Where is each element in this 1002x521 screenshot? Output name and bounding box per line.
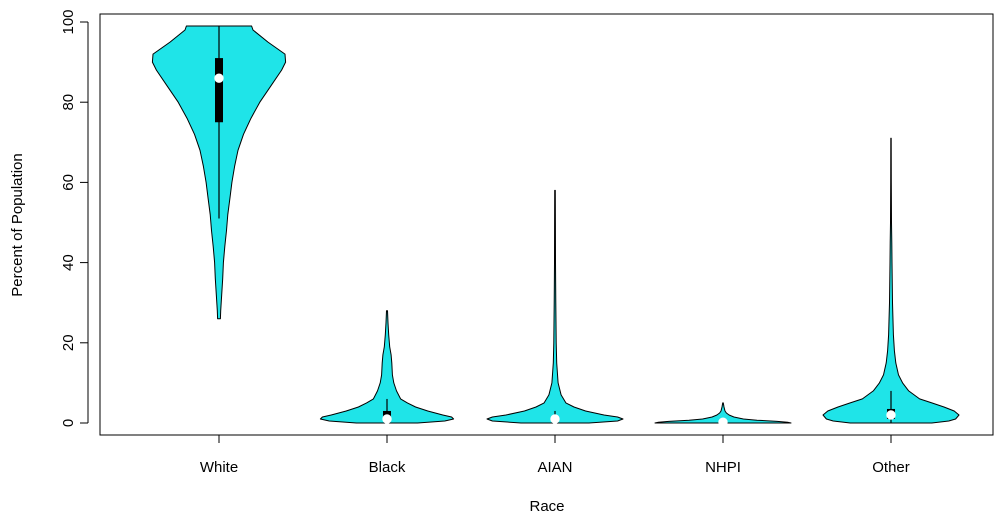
y-tick-label: 0 — [60, 419, 77, 427]
y-tick-label: 100 — [60, 9, 77, 34]
x-tick-label: Black — [369, 459, 406, 476]
violin-body — [486, 189, 624, 424]
violin-other — [822, 137, 960, 424]
violin-median-point — [718, 417, 728, 427]
x-axis-title: Race — [529, 498, 564, 515]
violins — [151, 25, 960, 427]
violin-body — [654, 402, 792, 424]
violin-white — [151, 25, 287, 320]
violin-median-point — [886, 410, 896, 420]
violin-nhpi — [654, 402, 792, 427]
y-tick-label: 40 — [60, 254, 77, 271]
violin-body — [822, 137, 960, 424]
violin-black — [319, 310, 455, 424]
violin-iqr-box — [215, 58, 223, 123]
violin-median-point — [550, 414, 560, 424]
x-tick-label: NHPI — [705, 459, 741, 476]
y-axis-title: Percent of Population — [9, 153, 26, 296]
violin-aian — [486, 189, 624, 424]
x-tick-label: White — [200, 459, 238, 476]
x-tick-label: Other — [872, 459, 910, 476]
violin-median-point — [214, 73, 224, 83]
x-axis: White Black AIAN NHPI Other — [200, 434, 910, 476]
y-tick-label: 80 — [60, 94, 77, 111]
x-tick-label: AIAN — [537, 459, 572, 476]
y-axis: 0 20 40 60 80 100 — [60, 9, 89, 427]
y-tick-label: 60 — [60, 174, 77, 191]
y-tick-label: 20 — [60, 334, 77, 351]
violin-body — [319, 310, 455, 424]
violin-median-point — [382, 414, 392, 424]
